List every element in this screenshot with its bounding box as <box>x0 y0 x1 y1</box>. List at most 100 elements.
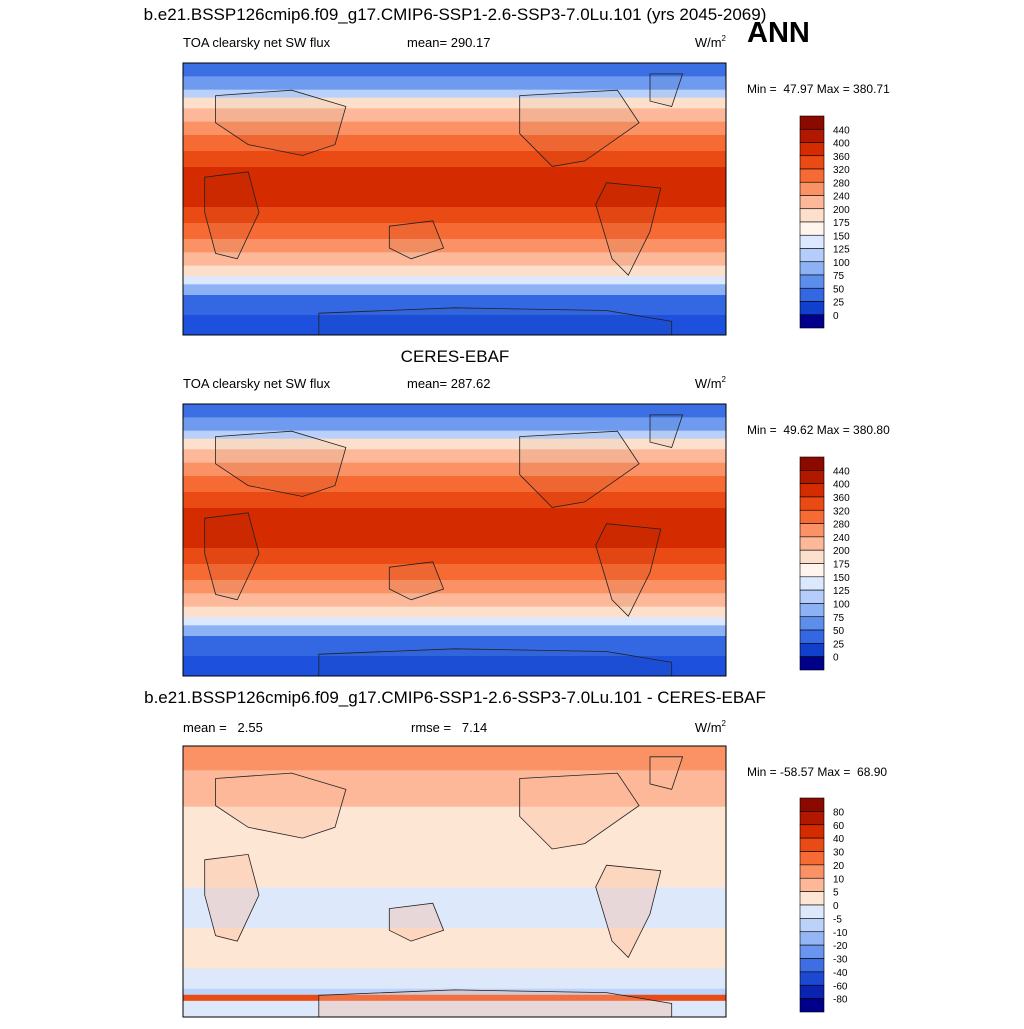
map-band <box>183 887 726 909</box>
colorbar-label: -60 <box>833 981 848 992</box>
panel-left-label: mean = 2.55 <box>183 720 263 735</box>
map-band <box>183 548 726 565</box>
colorbar-box <box>799 864 825 879</box>
colorbar-label: 75 <box>833 271 845 282</box>
colorbar-box <box>799 971 825 986</box>
map-band <box>183 476 726 493</box>
coastline <box>388 902 445 942</box>
colorbar-label: 0 <box>833 653 839 664</box>
min-max-label: Min = 49.62 Max = 380.80 <box>747 423 890 437</box>
units-sup: 2 <box>722 375 727 384</box>
colorbar-box <box>799 998 825 1013</box>
colorbar-box <box>799 576 825 591</box>
map-band <box>183 826 726 848</box>
panel-left-label: TOA clearsky net SW flux <box>183 376 331 391</box>
coastline <box>204 512 260 601</box>
colorbar-box <box>799 643 825 657</box>
colorbar-box <box>799 918 825 933</box>
map-band <box>183 988 726 996</box>
map-band <box>183 430 726 440</box>
colorbar-box <box>799 115 825 130</box>
colorbar-label: 40 <box>833 834 845 845</box>
map-band <box>183 564 726 581</box>
colorbar-box <box>799 797 825 812</box>
panel-left-label: TOA clearsky net SW flux <box>183 35 331 50</box>
colorbar-box <box>799 958 825 973</box>
colorbar-box <box>799 128 825 143</box>
map-band <box>183 97 726 109</box>
map-band <box>183 994 726 1002</box>
panel-title: b.e21.BSSP126cmip6.f09_g17.CMIP6-SSP1-2.… <box>144 688 766 707</box>
colorbar-box <box>799 824 825 839</box>
map-band <box>183 806 726 828</box>
colorbar-box <box>799 811 825 826</box>
colorbar-label: 10 <box>833 874 845 885</box>
colorbar-box <box>799 496 825 511</box>
coastline <box>649 756 684 790</box>
colorbar-label: 175 <box>833 218 850 229</box>
colorbar-label: 20 <box>833 861 845 872</box>
colorbar-label: 200 <box>833 205 850 216</box>
map-band <box>183 867 726 889</box>
colorbar-box <box>799 261 825 276</box>
coastline <box>318 307 673 335</box>
colorbar-box <box>799 314 825 329</box>
colorbar-box <box>799 287 825 302</box>
colorbar-box <box>799 483 825 498</box>
colorbar-label: 25 <box>833 639 845 650</box>
panel-center-label: mean= 290.17 <box>407 35 490 50</box>
colorbar-label: 360 <box>833 493 850 504</box>
map-band <box>183 167 726 188</box>
map <box>183 404 726 676</box>
coastline <box>595 523 662 617</box>
map-band <box>183 580 726 594</box>
colorbar-label: 125 <box>833 245 850 256</box>
map-band <box>183 492 726 509</box>
map-band <box>183 223 726 240</box>
coastline <box>388 220 445 260</box>
colorbar-box <box>799 944 825 959</box>
map-band <box>183 606 726 618</box>
colorbar-label: 80 <box>833 807 845 818</box>
colorbar-box <box>799 837 825 852</box>
units-label: W/m2 <box>695 34 727 50</box>
colorbar-box <box>799 523 825 538</box>
colorbar-label: 280 <box>833 178 850 189</box>
season-label: ANN <box>747 17 810 49</box>
colorbar-box <box>799 891 825 906</box>
map-band <box>183 239 726 253</box>
map-band <box>183 438 726 450</box>
coastline <box>388 561 445 601</box>
colorbar-box <box>799 142 825 157</box>
map-band <box>183 528 726 549</box>
coastline <box>204 853 260 942</box>
map-band <box>183 108 726 123</box>
colorbar-label: -30 <box>833 955 848 966</box>
map-band <box>183 786 726 808</box>
colorbar-label: 75 <box>833 613 845 624</box>
min-max-label: Min = 47.97 Max = 380.71 <box>747 82 890 96</box>
colorbar-box <box>799 509 825 524</box>
coastline <box>519 430 640 508</box>
map-band <box>183 151 726 168</box>
coastline <box>318 989 673 1017</box>
colorbar-box <box>799 616 825 631</box>
coastline <box>595 182 662 276</box>
colorbar-label: 0 <box>833 901 839 912</box>
map <box>183 746 726 1017</box>
colorbar-label: -20 <box>833 941 848 952</box>
coastline <box>519 772 640 850</box>
colorbar-label: 320 <box>833 506 850 517</box>
colorbar-box <box>799 470 825 484</box>
map-band <box>183 847 726 868</box>
map <box>183 63 726 335</box>
colorbar-label: 150 <box>833 573 850 584</box>
map-band <box>183 948 726 969</box>
colorbar-box <box>799 168 825 183</box>
coastline <box>215 772 347 839</box>
colorbar-box <box>799 851 825 866</box>
map-band <box>183 63 726 77</box>
colorbar-label: 0 <box>833 311 839 322</box>
colorbar-box <box>799 629 825 644</box>
